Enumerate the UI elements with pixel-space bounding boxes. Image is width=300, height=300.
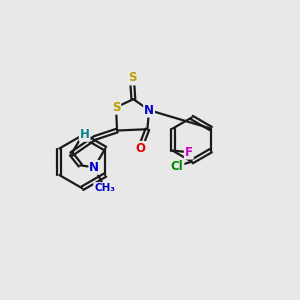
Text: F: F (185, 146, 193, 159)
Text: N: N (144, 104, 154, 117)
Text: N: N (89, 161, 99, 174)
Text: CH₃: CH₃ (94, 183, 115, 193)
Text: O: O (135, 142, 145, 155)
Text: S: S (112, 101, 120, 114)
Text: Cl: Cl (171, 160, 183, 172)
Text: H: H (80, 128, 90, 141)
Text: S: S (128, 71, 136, 85)
